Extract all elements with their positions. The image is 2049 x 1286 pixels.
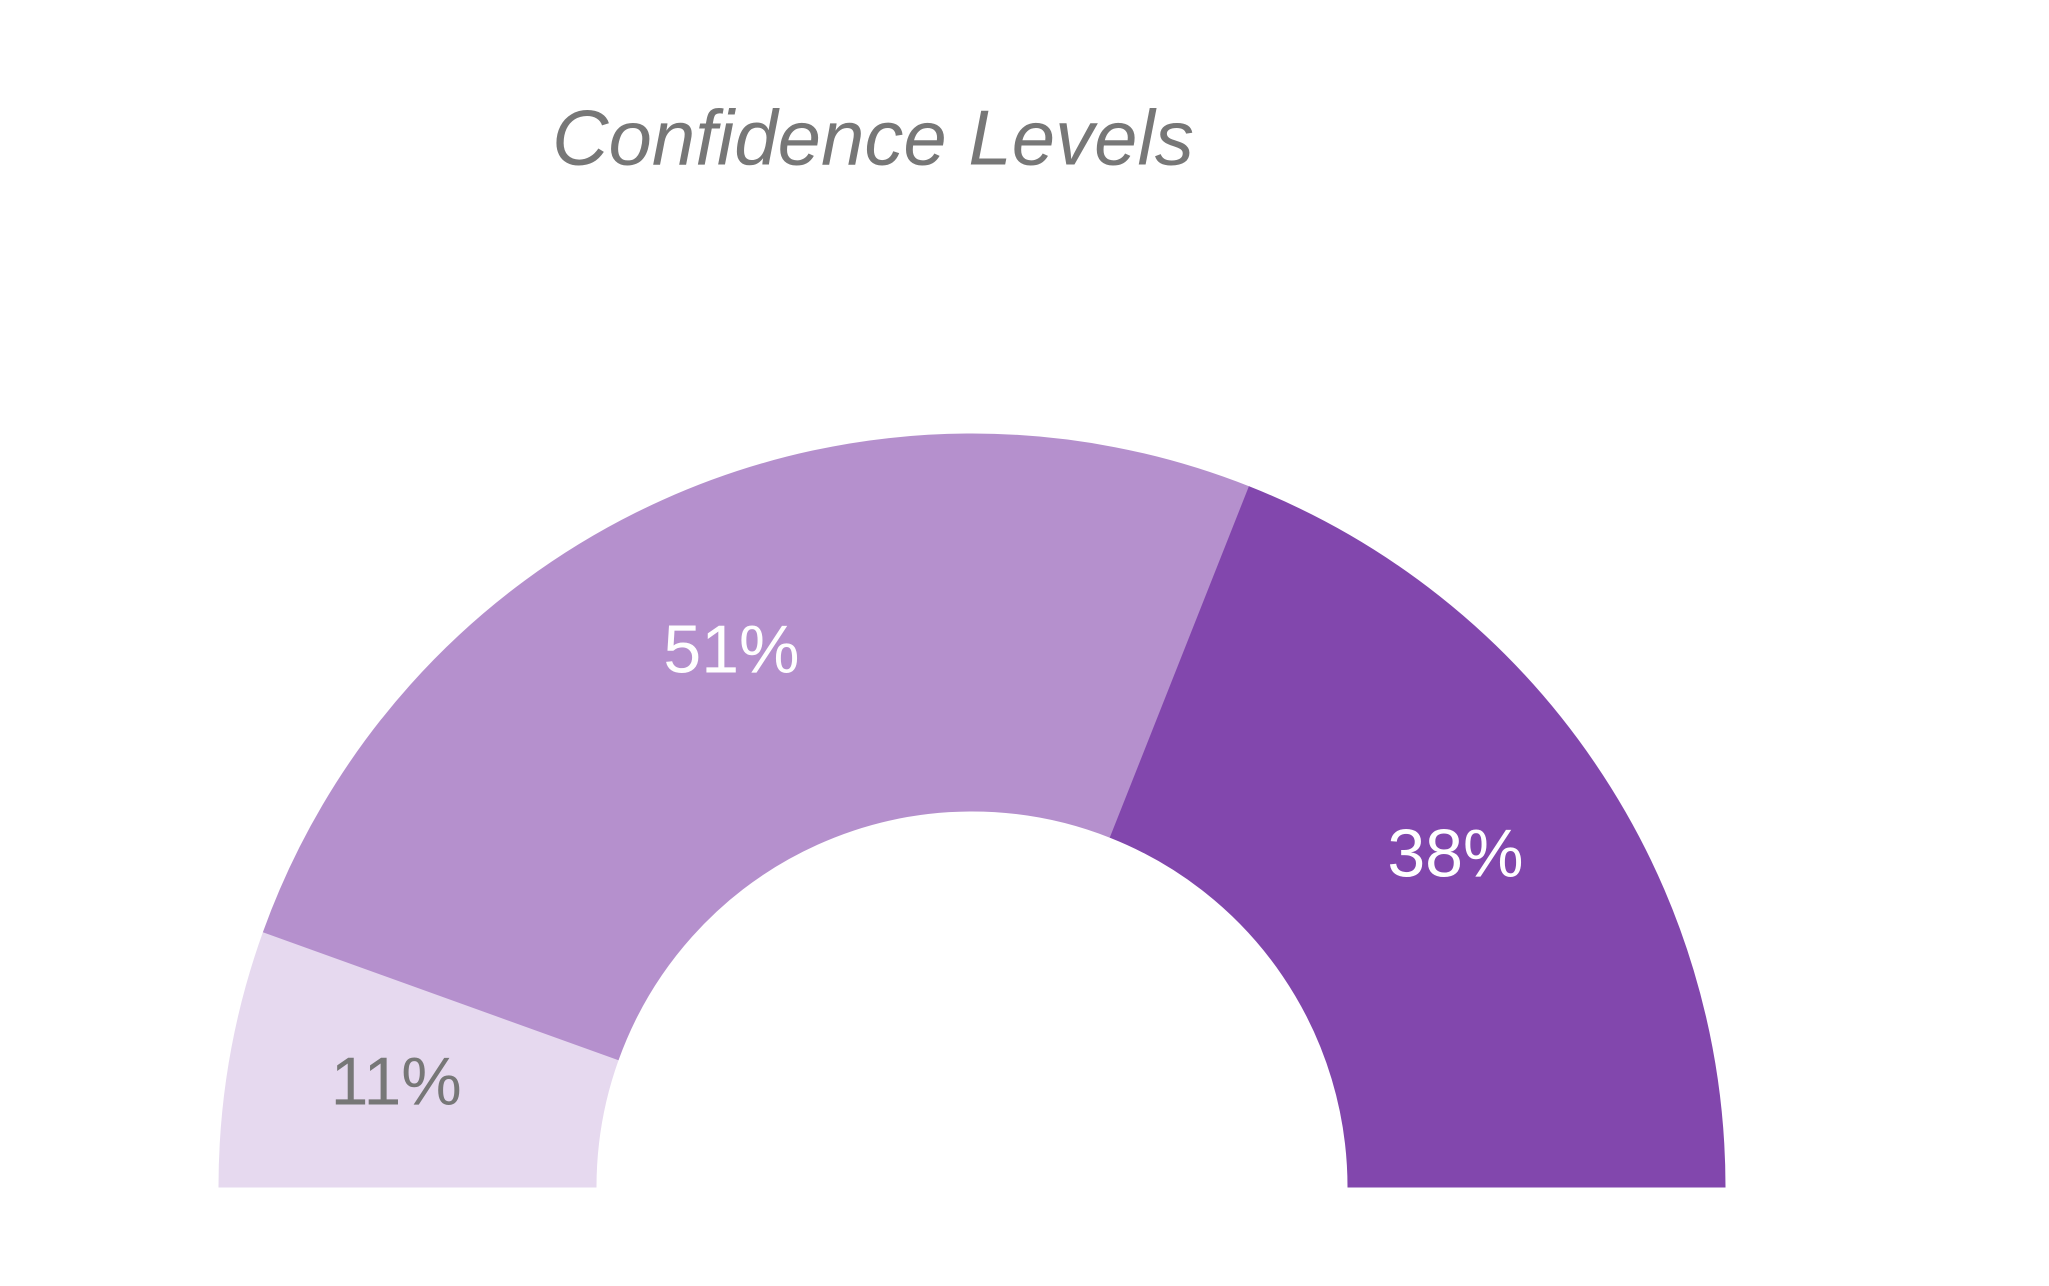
data-label: 38% [1387,815,1523,891]
data-label: 11% [331,1043,462,1119]
pie-segment [1109,486,1726,1188]
chart-title: Confidence Levels [552,94,1194,182]
data-label: 51% [663,611,799,687]
pie-segment [262,433,1250,1061]
